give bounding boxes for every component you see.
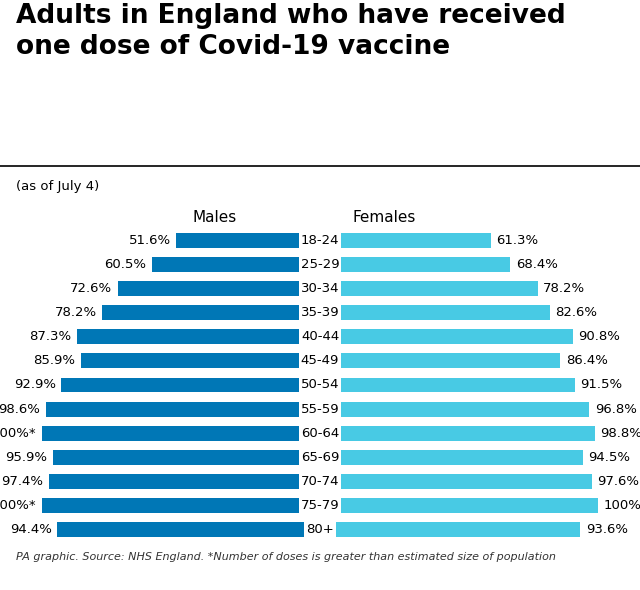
Text: Males: Males — [192, 211, 237, 225]
Text: 94.5%: 94.5% — [589, 451, 630, 464]
Bar — [320, 305, 550, 320]
Text: 98.6%: 98.6% — [0, 402, 40, 415]
Bar — [58, 522, 320, 537]
Text: (as of July 4): (as of July 4) — [16, 180, 99, 193]
Text: 94.4%: 94.4% — [10, 523, 52, 536]
Bar — [320, 402, 589, 417]
Text: 35-39: 35-39 — [301, 306, 339, 319]
Bar — [118, 281, 320, 296]
Text: 25-29: 25-29 — [301, 258, 339, 271]
Text: 90.8%: 90.8% — [578, 330, 620, 343]
Bar — [177, 233, 320, 248]
Bar — [61, 378, 320, 392]
Text: 60.5%: 60.5% — [104, 258, 146, 271]
Text: 55-59: 55-59 — [301, 402, 339, 415]
Text: 85.9%: 85.9% — [33, 355, 76, 368]
Text: 60-64: 60-64 — [301, 427, 339, 440]
Text: 97.4%: 97.4% — [1, 475, 44, 488]
Bar — [81, 353, 320, 368]
Text: 80+: 80+ — [306, 523, 334, 536]
Text: 96.8%: 96.8% — [595, 402, 637, 415]
Bar — [320, 329, 573, 344]
Bar — [320, 474, 591, 489]
Text: 78.2%: 78.2% — [54, 306, 97, 319]
Text: 98.8%: 98.8% — [600, 427, 640, 440]
Text: 30-34: 30-34 — [301, 282, 339, 295]
Bar — [320, 378, 575, 392]
Bar — [42, 498, 320, 513]
Text: 100%*: 100%* — [0, 427, 36, 440]
Bar — [320, 522, 580, 537]
Bar — [152, 257, 320, 272]
Bar — [320, 281, 538, 296]
Text: 92.9%: 92.9% — [14, 378, 56, 392]
Text: 40-44: 40-44 — [301, 330, 339, 343]
Bar — [77, 329, 320, 344]
Text: 65-69: 65-69 — [301, 451, 339, 464]
Text: 51.6%: 51.6% — [129, 234, 171, 247]
Text: 87.3%: 87.3% — [29, 330, 72, 343]
Text: 100%*: 100%* — [604, 499, 640, 512]
Text: 45-49: 45-49 — [301, 355, 339, 368]
Bar — [45, 402, 320, 417]
Text: 75-79: 75-79 — [301, 499, 339, 512]
Text: 91.5%: 91.5% — [580, 378, 622, 392]
Text: 18-24: 18-24 — [301, 234, 339, 247]
Text: 93.6%: 93.6% — [586, 523, 628, 536]
Bar — [320, 257, 510, 272]
Text: Adults in England who have received
one dose of Covid-19 vaccine: Adults in England who have received one … — [16, 3, 566, 60]
Text: 72.6%: 72.6% — [70, 282, 113, 295]
Bar — [320, 426, 595, 441]
Bar — [42, 426, 320, 441]
Text: 86.4%: 86.4% — [566, 355, 608, 368]
Text: 70-74: 70-74 — [301, 475, 339, 488]
Bar — [320, 353, 561, 368]
Bar — [49, 474, 320, 489]
Text: 78.2%: 78.2% — [543, 282, 586, 295]
Text: 95.9%: 95.9% — [6, 451, 47, 464]
Text: PA graphic. Source: NHS England. *Number of doses is greater than estimated size: PA graphic. Source: NHS England. *Number… — [16, 552, 556, 562]
Text: 100%*: 100%* — [0, 499, 36, 512]
Bar — [320, 498, 598, 513]
Text: 68.4%: 68.4% — [516, 258, 558, 271]
Text: 61.3%: 61.3% — [496, 234, 538, 247]
Bar — [320, 450, 583, 465]
Text: 50-54: 50-54 — [301, 378, 339, 392]
Text: 97.6%: 97.6% — [597, 475, 639, 488]
Text: 82.6%: 82.6% — [556, 306, 597, 319]
Bar — [320, 233, 491, 248]
Bar — [102, 305, 320, 320]
Bar — [53, 450, 320, 465]
Text: Females: Females — [352, 211, 416, 225]
